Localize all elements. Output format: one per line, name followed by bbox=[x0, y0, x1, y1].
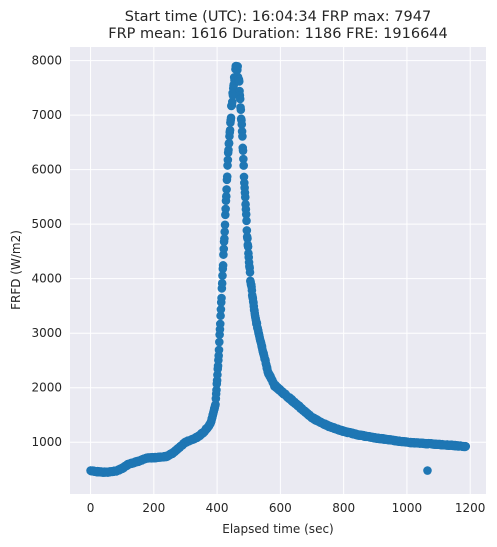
data-point bbox=[222, 172, 232, 181]
data-point bbox=[241, 209, 251, 219]
data-point bbox=[220, 234, 229, 243]
data-point bbox=[217, 279, 227, 288]
y-axis-label: FRFD (W/m2) bbox=[9, 230, 23, 310]
x-tick-label: 400 bbox=[206, 501, 229, 515]
data-point bbox=[217, 293, 226, 303]
data-points bbox=[86, 61, 471, 477]
data-point bbox=[245, 268, 255, 277]
data-point bbox=[225, 125, 235, 135]
y-tick-labels: 1000 2000 3000 4000 5000 6000 7000 8000 bbox=[31, 54, 62, 450]
x-axis-label: Elapsed time (sec) bbox=[222, 522, 333, 536]
data-point bbox=[219, 244, 229, 254]
chart-title-line-2: FRP mean: 1616 Duration: 1186 FRE: 19166… bbox=[108, 26, 448, 42]
x-tick-label: 200 bbox=[142, 501, 165, 515]
data-point bbox=[218, 271, 227, 280]
data-point bbox=[223, 155, 233, 165]
chart-title-line-1: Start time (UTC): 16:04:34 FRP max: 7947 bbox=[125, 9, 431, 25]
data-point bbox=[226, 113, 236, 123]
x-tick-label: 1200 bbox=[455, 501, 486, 515]
x-tick-label: 0 bbox=[87, 501, 95, 515]
x-tick-label: 800 bbox=[332, 501, 355, 515]
data-point bbox=[227, 97, 237, 107]
data-point bbox=[243, 242, 253, 251]
data-point bbox=[239, 154, 248, 164]
data-point bbox=[216, 311, 225, 321]
data-point bbox=[221, 192, 231, 201]
y-tick-label: 6000 bbox=[31, 163, 62, 177]
data-point bbox=[461, 442, 471, 451]
y-tick-label: 5000 bbox=[31, 217, 62, 231]
data-point bbox=[224, 138, 234, 148]
y-tick-label: 8000 bbox=[31, 54, 62, 68]
x-tick-labels: 0 200 400 600 800 1000 1200 bbox=[87, 501, 486, 515]
y-tick-label: 1000 bbox=[31, 435, 62, 449]
data-point-outlier bbox=[423, 466, 432, 475]
data-point bbox=[235, 94, 245, 104]
data-point bbox=[222, 185, 231, 194]
data-point bbox=[238, 132, 247, 141]
data-point bbox=[220, 220, 230, 230]
data-point bbox=[215, 319, 225, 329]
y-tick-label: 7000 bbox=[31, 108, 62, 122]
x-tick-label: 600 bbox=[269, 501, 292, 515]
plot-area bbox=[70, 47, 486, 494]
data-point bbox=[216, 305, 226, 314]
data-point bbox=[234, 77, 244, 86]
data-point bbox=[228, 91, 238, 100]
data-point bbox=[220, 227, 229, 237]
x-tick-label: 1000 bbox=[392, 501, 423, 515]
data-point bbox=[238, 146, 248, 155]
y-tick-label: 4000 bbox=[31, 272, 62, 286]
data-point bbox=[214, 345, 224, 355]
data-point bbox=[233, 62, 242, 71]
data-point bbox=[221, 204, 230, 214]
data-point bbox=[242, 226, 252, 235]
data-point bbox=[242, 216, 251, 226]
data-point bbox=[243, 234, 252, 243]
data-point bbox=[239, 161, 248, 170]
data-point bbox=[236, 105, 246, 115]
data-point bbox=[218, 261, 228, 270]
data-point bbox=[212, 385, 221, 395]
y-tick-label: 2000 bbox=[31, 381, 62, 395]
data-point bbox=[240, 192, 250, 202]
data-point bbox=[224, 145, 233, 155]
y-tick-label: 3000 bbox=[31, 326, 62, 340]
grid bbox=[70, 47, 486, 494]
data-point bbox=[237, 120, 247, 129]
data-point bbox=[215, 337, 224, 347]
